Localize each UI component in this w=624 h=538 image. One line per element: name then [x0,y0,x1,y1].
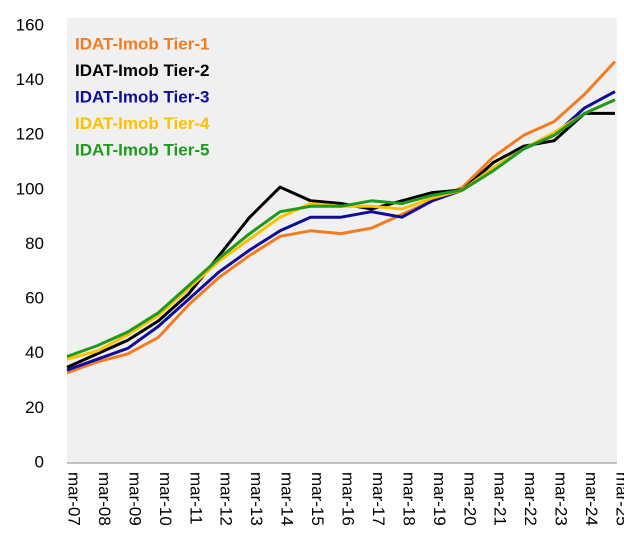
y-tick-label: 100 [16,179,44,198]
plot-area [67,18,617,463]
x-tick-label: mar-10 [156,472,175,526]
x-tick-label: mar-17 [369,472,388,526]
legend-label: IDAT-Imob Tier-1 [75,34,209,53]
x-tick-label: mar-11 [186,472,205,525]
x-tick-label: mar-12 [217,472,236,526]
x-tick-label: mar-13 [247,472,266,526]
legend-label: IDAT-Imob Tier-4 [75,114,210,133]
x-tick-label: mar-15 [308,472,327,526]
y-tick-label: 40 [25,343,44,362]
x-tick-label: mar-08 [95,472,114,526]
y-tick-label: 120 [16,125,44,144]
y-tick-label: 20 [25,398,44,417]
legend-label: IDAT-Imob Tier-5 [75,140,209,159]
y-tick-label: 80 [25,234,44,253]
x-tick-label: mar-24 [582,472,601,526]
x-tick-label: mar-23 [552,472,571,526]
series-line [66,60,617,375]
x-tick-label: mar-07 [65,472,84,526]
x-tick-label: mar-20 [460,472,479,526]
y-tick-label: 60 [25,289,44,308]
y-tick-label: 160 [16,15,44,34]
legend-label: IDAT-Imob Tier-3 [75,87,209,106]
x-tick-label: mar-22 [521,472,540,526]
x-tick-label: mar-19 [430,472,449,526]
x-tick-label: mar-18 [399,472,418,526]
series-line [66,111,615,369]
y-tick-label: 140 [16,70,44,89]
legend-label: IDAT-Imob Tier-2 [75,61,209,80]
series-line [66,98,616,358]
x-tick-label: mar-09 [125,472,144,526]
x-tick-label: mar-14 [278,472,297,526]
x-tick-label: mar-25 [613,472,624,526]
x-tick-label: mar-21 [491,472,510,526]
y-tick-label: 0 [35,452,44,471]
x-tick-label: mar-16 [339,472,358,526]
